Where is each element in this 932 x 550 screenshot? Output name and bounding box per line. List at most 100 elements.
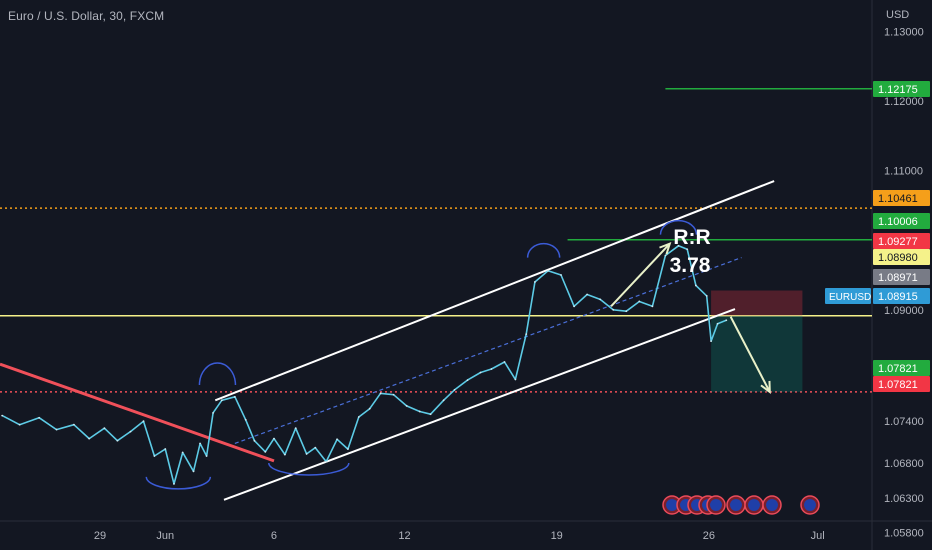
economic-event-icon <box>744 495 764 515</box>
price-point <box>199 442 201 445</box>
price-point <box>490 368 493 370</box>
price-point <box>220 399 223 402</box>
price-label-value: 1.08915 <box>878 291 918 303</box>
price-point <box>442 399 445 402</box>
economic-event-icon <box>762 495 782 515</box>
event-flag-icon <box>766 499 778 511</box>
price-point <box>573 305 575 308</box>
price-series-line-0 <box>1 245 727 485</box>
price-point <box>547 269 549 272</box>
price-point <box>677 244 680 247</box>
take-profit-zone <box>711 315 803 392</box>
price-point <box>129 430 132 433</box>
price-point <box>453 388 456 391</box>
price-point <box>514 378 517 381</box>
price-point <box>379 392 382 395</box>
x-tick-label: 12 <box>398 530 410 542</box>
price-point <box>586 293 589 296</box>
event-flag-icon <box>748 499 760 511</box>
price-point <box>612 308 615 311</box>
rr-value: 3.78 <box>670 254 711 277</box>
price-label-box <box>873 81 930 97</box>
y-tick-label: 1.06300 <box>884 493 924 505</box>
price-point <box>336 438 338 441</box>
arc-bottom-2 <box>268 462 350 476</box>
price-point <box>244 418 247 421</box>
price-point <box>192 470 195 473</box>
x-tick-label: 29 <box>94 530 106 542</box>
symbol-title: Euro / U.S. Dollar, 30, FXCM <box>8 9 165 23</box>
price-point <box>368 407 371 410</box>
channel-lower-line <box>223 308 736 501</box>
price-point <box>173 482 175 485</box>
price-point <box>253 439 256 442</box>
price-point <box>429 413 432 416</box>
y-tick-label: 1.07400 <box>884 416 924 428</box>
event-flag-icon <box>804 499 816 511</box>
price-point <box>503 361 506 363</box>
arc-bottom-1 <box>145 476 212 490</box>
trade-arrow-0 <box>610 242 671 308</box>
y-tick-label: 1.09000 <box>884 305 924 317</box>
price-point <box>347 448 349 450</box>
price-point <box>164 448 167 450</box>
price-label-box <box>873 233 930 249</box>
symbol-tag-box <box>825 288 871 304</box>
price-point <box>273 437 275 440</box>
price-point <box>479 371 482 374</box>
downtrend-line <box>0 362 275 463</box>
price-label-value: 1.08980 <box>878 252 918 264</box>
price-point <box>55 428 58 431</box>
price-point <box>599 298 602 301</box>
symbol-tag: EURUSD <box>829 292 871 303</box>
price-point <box>264 450 267 453</box>
price-label-box <box>873 360 930 376</box>
y-tick-label: 1.06800 <box>884 458 924 470</box>
price-point <box>294 427 297 430</box>
price-point <box>694 284 697 287</box>
price-point <box>73 423 75 426</box>
price-label-value: 1.07821 <box>878 363 918 375</box>
trade-arrowhead-0 <box>659 241 672 255</box>
y-tick-label: 1.12000 <box>884 96 924 108</box>
rr-label: R:R <box>673 226 710 249</box>
price-point <box>38 416 41 419</box>
price-label-box <box>873 213 930 229</box>
y-tick-label: 1.05800 <box>884 528 924 540</box>
price-point <box>710 340 712 343</box>
price-point <box>466 379 469 382</box>
economic-event-icon <box>706 495 726 515</box>
y-tick-label: 1.13000 <box>884 26 924 38</box>
price-point <box>664 254 667 257</box>
price-point <box>233 395 236 398</box>
price-point <box>716 322 719 325</box>
event-flag-icon <box>730 499 742 511</box>
price-point <box>142 420 145 423</box>
price-point <box>525 333 528 336</box>
arc-top-2 <box>526 242 561 258</box>
price-point <box>314 446 317 449</box>
price-point <box>305 453 308 455</box>
price-point <box>181 451 184 454</box>
price-point <box>418 410 421 413</box>
price-label-box <box>873 249 930 265</box>
price-point <box>357 416 360 418</box>
x-tick-label: Jul <box>811 530 825 542</box>
currency-label: USD <box>886 9 910 21</box>
y-tick-label: 1.11000 <box>884 166 923 178</box>
arc-top-1 <box>198 362 237 386</box>
price-point <box>1 414 4 417</box>
price-point <box>153 455 156 457</box>
price-point <box>638 300 641 303</box>
trade-arrow-1 <box>729 316 771 393</box>
price-label-box <box>873 376 930 392</box>
price-point <box>392 393 395 396</box>
economic-event-icon <box>800 495 820 515</box>
price-point <box>116 439 119 442</box>
price-point <box>725 319 728 322</box>
price-point <box>560 274 562 276</box>
price-label-value: 1.10461 <box>878 193 918 205</box>
